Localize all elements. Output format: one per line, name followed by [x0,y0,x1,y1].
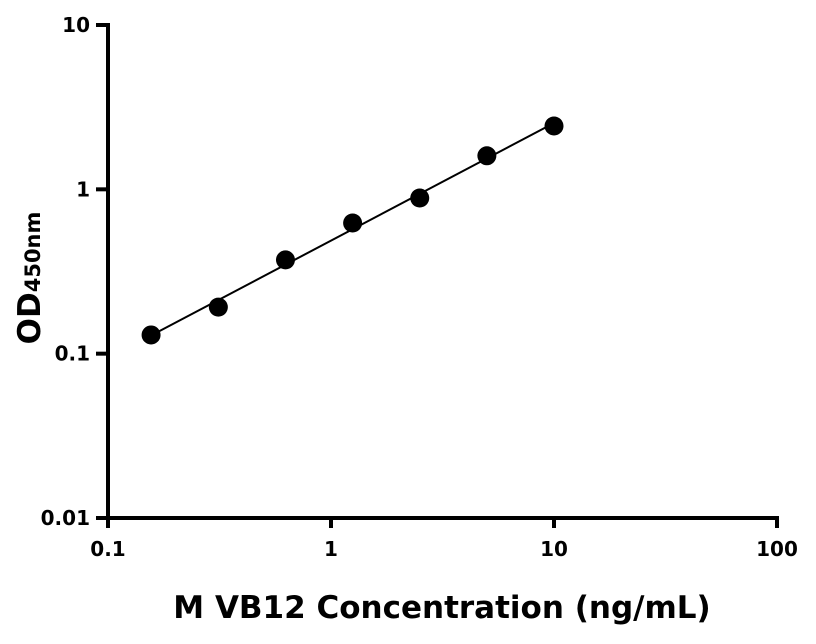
y-axis-label-sub: 450nm [21,212,45,293]
x-tick-label: 0.1 [90,537,125,561]
y-axis-label-main: OD [12,292,48,344]
axes [106,23,779,520]
x-tick-label: 1 [324,537,338,561]
data-points [141,116,564,345]
x-tick-label: 10 [540,537,568,561]
y-tick-label: 0.1 [55,342,90,366]
y-tick-label: 0.01 [41,506,90,530]
data-point [343,213,363,233]
data-point [141,325,161,345]
data-point [544,116,564,136]
data-point [208,297,228,317]
y-tick-label: 10 [62,13,90,37]
y-tick-label: 1 [76,177,90,201]
x-axis-label: M VB12 Concentration (ng/mL) [173,590,710,626]
data-point [275,250,295,270]
x-tick-label: 100 [756,537,798,561]
data-point [477,146,497,166]
data-point [410,188,430,208]
y-axis-label: OD450nm [12,212,48,345]
